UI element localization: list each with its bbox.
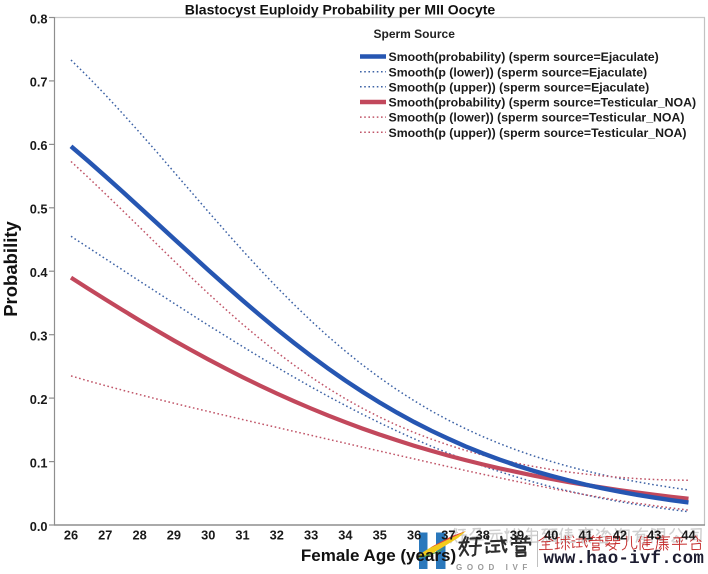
svg-text:0.5: 0.5 [30,202,48,217]
svg-text:26: 26 [64,528,78,543]
svg-text:44: 44 [681,528,696,543]
svg-text:0.4: 0.4 [30,265,49,280]
svg-text:Probability: Probability [0,220,21,316]
svg-text:31: 31 [235,528,249,543]
svg-text:34: 34 [338,528,353,543]
svg-text:29: 29 [167,528,181,543]
svg-text:0.6: 0.6 [30,138,48,153]
svg-text:38: 38 [476,528,490,543]
svg-text:43: 43 [647,528,661,543]
svg-text:0.1: 0.1 [30,455,48,470]
svg-text:33: 33 [304,528,318,543]
svg-text:32: 32 [270,528,284,543]
svg-text:27: 27 [98,528,112,543]
svg-text:36: 36 [407,528,421,543]
svg-text:40: 40 [544,528,558,543]
svg-text:Sperm Source: Sperm Source [374,27,456,41]
svg-text:Smooth(p (lower)) (sperm sourc: Smooth(p (lower)) (sperm source=Ejaculat… [389,65,648,79]
svg-text:0.7: 0.7 [30,75,48,90]
svg-text:0.0: 0.0 [30,519,48,534]
svg-text:42: 42 [613,528,627,543]
svg-text:Smooth(probability) (sperm sou: Smooth(probability) (sperm source=Ejacul… [389,50,659,64]
svg-text:35: 35 [373,528,387,543]
svg-text:37: 37 [441,528,455,543]
svg-text:0.3: 0.3 [30,329,48,344]
svg-text:Smooth(probability) (sperm sou: Smooth(probability) (sperm source=Testic… [389,96,697,110]
svg-text:0.8: 0.8 [30,11,48,26]
svg-text:28: 28 [132,528,146,543]
svg-text:30: 30 [201,528,215,543]
svg-text:41: 41 [578,528,592,543]
svg-text:39: 39 [510,528,524,543]
svg-text:Smooth(p (upper)) (sperm sourc: Smooth(p (upper)) (sperm source=Ejaculat… [389,80,650,94]
svg-text:Blastocyst Euploidy Probabilit: Blastocyst Euploidy Probability per MII … [185,2,496,18]
svg-text:Smooth(p (upper)) (sperm sourc: Smooth(p (upper)) (sperm source=Testicul… [389,126,687,140]
svg-text:Smooth(p (lower)) (sperm sourc: Smooth(p (lower)) (sperm source=Testicul… [389,111,685,125]
svg-text:0.2: 0.2 [30,392,48,407]
